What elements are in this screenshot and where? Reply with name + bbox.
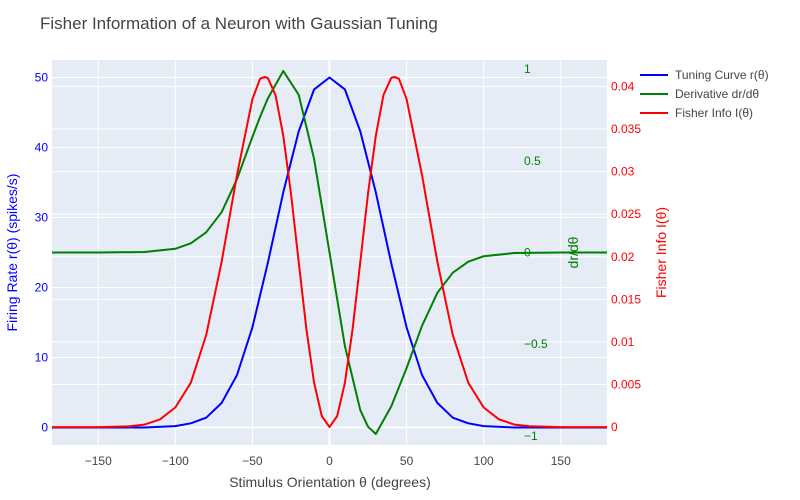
y3-tick-label: 0.035 <box>611 122 641 136</box>
x-tick-label: 100 <box>474 454 494 468</box>
y1-tick-label: 20 <box>35 281 49 295</box>
y1-tick-label: 50 <box>35 71 49 85</box>
series-line-derivative-dr-d <box>52 70 607 435</box>
y1-axis-label: Firing Rate r(θ) (spikes/s) <box>4 174 20 332</box>
y3-tick-label: 0.03 <box>611 165 635 179</box>
tick-labels: −150 −100 −50 0 50 100 150 0 10 20 30 40 50 1 0.5 0 −0.5… <box>35 62 642 468</box>
y1-tick-label: 10 <box>35 351 49 365</box>
x-axis-label: Stimulus Orientation θ (degrees) <box>229 474 431 490</box>
y1-tick-label: 30 <box>35 211 49 225</box>
y2-tick-label: 0 <box>524 246 531 260</box>
x-tick-label: 0 <box>326 454 333 468</box>
y3-tick-label: 0.005 <box>611 378 641 392</box>
legend-label: Derivative dr/dθ <box>675 87 759 101</box>
y2-tick-label: −1 <box>524 429 538 443</box>
legend-item-tuning-curve-r[interactable]: Tuning Curve r(θ) <box>640 68 769 82</box>
y3-tick-label: 0.04 <box>611 79 635 93</box>
chart-title: Fisher Information of a Neuron with Gaus… <box>40 14 438 33</box>
y2-tick-label: 0.5 <box>524 154 541 168</box>
y2-tick-label: 1 <box>524 62 531 76</box>
legend-item-fisher-info-i[interactable]: Fisher Info I(θ) <box>640 106 753 120</box>
x-tick-label: −150 <box>85 454 112 468</box>
x-tick-label: −50 <box>242 454 263 468</box>
legend-item-derivative-dr-d[interactable]: Derivative dr/dθ <box>640 87 759 101</box>
legend-label: Fisher Info I(θ) <box>675 106 753 120</box>
y1-tick-label: 40 <box>35 141 49 155</box>
y2-tick-label: −0.5 <box>524 337 548 351</box>
x-tick-label: 150 <box>551 454 571 468</box>
y3-axis-label: Fisher Info I(θ) <box>653 207 669 298</box>
legend[interactable]: Tuning Curve r(θ) Derivative dr/dθ Fisher … <box>640 68 769 120</box>
series-line-fisher-info-i <box>52 76 607 429</box>
series-lines <box>52 70 607 435</box>
x-tick-label: 50 <box>400 454 414 468</box>
x-tick-label: −100 <box>162 454 189 468</box>
series-line-tuning-curve-r <box>52 76 607 429</box>
y3-tick-label: 0.025 <box>611 207 641 221</box>
y1-tick-label: 0 <box>41 421 48 435</box>
y2-axis-label: dr/dθ <box>565 236 581 268</box>
y3-tick-label: 0.01 <box>611 335 635 349</box>
y3-tick-label: 0.02 <box>611 250 635 264</box>
legend-label: Tuning Curve r(θ) <box>675 68 769 82</box>
y3-tick-label: 0 <box>611 420 618 434</box>
y3-tick-label: 0.015 <box>611 292 641 306</box>
